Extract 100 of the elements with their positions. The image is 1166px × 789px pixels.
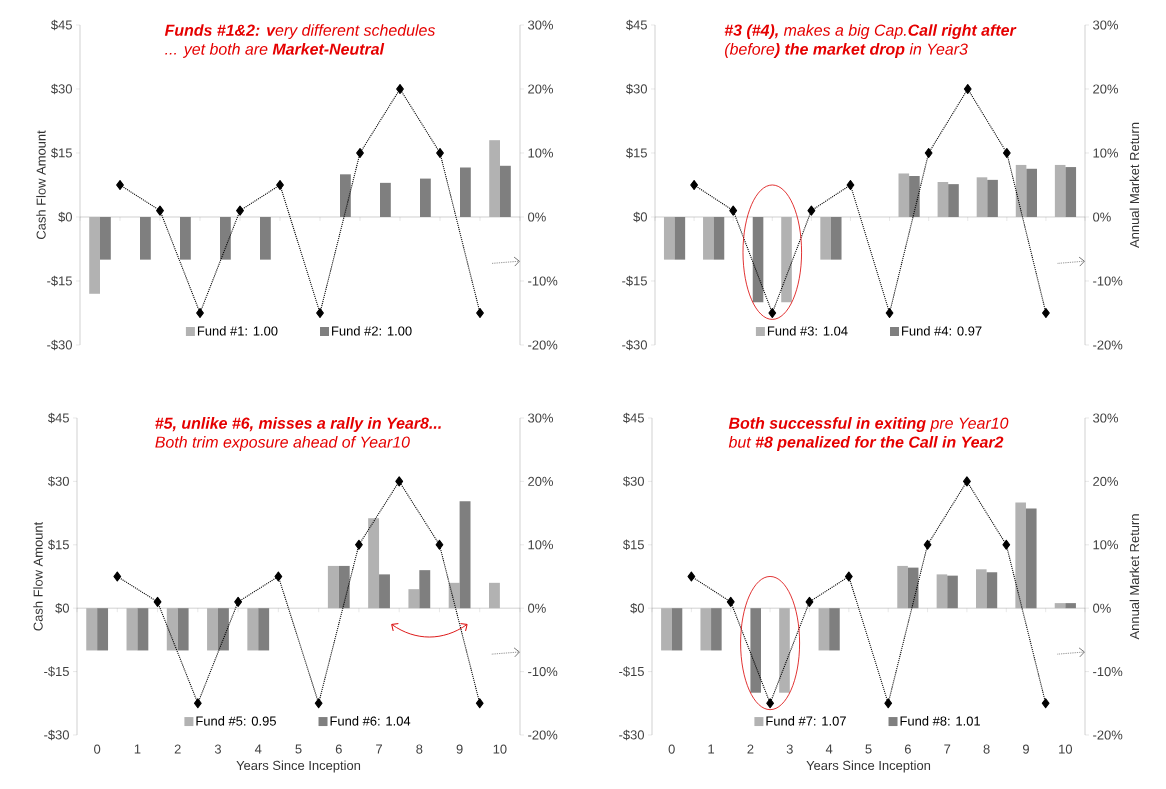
y2-tick-label: -10%	[528, 276, 558, 286]
point	[768, 307, 777, 319]
point	[355, 539, 363, 550]
y2-tick-label: 30%	[1093, 413, 1118, 423]
y2-tick-label: -20%	[528, 340, 558, 350]
x-tick-label: 4	[825, 744, 833, 754]
bar	[368, 518, 380, 609]
y-tick-label: $30	[626, 83, 647, 95]
x-tick-label: 5	[295, 744, 302, 754]
y2-tick-label: 20%	[528, 476, 553, 486]
bar	[700, 608, 712, 651]
y-tick-label: $45	[51, 19, 72, 31]
y-tick-label: -$15	[47, 275, 72, 287]
point	[113, 571, 122, 582]
y-tick-label: $0	[58, 211, 72, 223]
y-tick-label: $0	[630, 602, 644, 614]
x-tick-label: 6	[904, 744, 911, 754]
bar	[420, 178, 431, 217]
bar	[338, 565, 350, 609]
bar	[1054, 603, 1066, 609]
bar	[489, 140, 501, 217]
y2-tick-label: 0%	[1093, 603, 1111, 613]
point	[475, 698, 484, 709]
x-tick-label: 6	[335, 744, 342, 754]
point	[1041, 698, 1050, 709]
x-tick-label: 1	[134, 744, 141, 754]
point	[234, 596, 243, 607]
y-tick-label: $0	[633, 211, 647, 223]
bar	[500, 165, 511, 217]
point	[884, 698, 893, 709]
bar	[1026, 168, 1037, 217]
legend-label: Fund #8: 1.01	[900, 716, 980, 726]
bar	[779, 608, 790, 693]
bar	[976, 177, 988, 217]
text: ... yet both are Market-Neutral	[165, 43, 385, 58]
y-axis-title: Cash Flow Amount	[33, 521, 43, 631]
legend-label: Fund #4: 0.97	[902, 326, 982, 336]
point	[807, 205, 816, 216]
bar	[671, 608, 683, 651]
y-tick-label: -$15	[622, 275, 647, 287]
bar	[829, 608, 840, 651]
x-tick-label: 5	[865, 744, 872, 754]
y-tick-label: $15	[51, 147, 72, 159]
x-tick-label: 3	[786, 744, 793, 754]
bar	[217, 608, 229, 651]
bar	[86, 608, 98, 651]
bar	[100, 216, 111, 260]
bar	[488, 582, 500, 609]
bar	[220, 216, 231, 260]
y2-tick-label: 10%	[528, 148, 553, 158]
point	[1002, 147, 1011, 159]
x-tick-label: 0	[94, 744, 101, 754]
legend-label: Fund #3: 1.04	[767, 326, 848, 336]
y-tick-label: $30	[48, 476, 69, 487]
legend-label: Fund #1: 1.00	[197, 326, 278, 336]
point	[924, 147, 933, 159]
y2-tick-label: 0%	[528, 603, 546, 613]
point	[726, 596, 735, 607]
y2-tick-label: 10%	[528, 540, 553, 550]
bar	[936, 574, 948, 609]
legend-label: Fund #7: 1.07	[766, 716, 846, 726]
y2-tick-label: 0%	[528, 212, 546, 222]
bar	[177, 608, 189, 651]
bar	[711, 608, 722, 651]
bar	[126, 608, 138, 651]
x-tick-label: 9	[456, 744, 463, 754]
y-tick-label: $30	[623, 476, 644, 487]
x-tick-label: 2	[747, 744, 754, 754]
y2-axis-title: Annual Market Return	[1129, 514, 1140, 640]
point	[687, 571, 696, 582]
y2-tick-label: -10%	[1093, 276, 1123, 286]
y2-tick-label: 30%	[528, 20, 553, 30]
x-axis-title: Years Since Inception	[806, 760, 931, 773]
y2-tick-label: 0%	[1093, 212, 1111, 222]
x-tick-label: 3	[214, 744, 221, 754]
bar	[818, 608, 830, 651]
point	[690, 179, 699, 191]
bar	[380, 182, 391, 217]
bar	[166, 608, 178, 651]
y2-tick-label: 30%	[1093, 20, 1118, 30]
bar	[460, 167, 471, 217]
bar	[180, 216, 191, 260]
y2-axis-title: Annual Market Return	[1129, 122, 1140, 248]
bar	[340, 174, 351, 217]
y-tick-label: -$15	[44, 666, 69, 677]
text: (before) the market drop in Year3	[725, 43, 968, 58]
point	[805, 596, 814, 607]
point	[923, 539, 932, 550]
bar	[260, 216, 271, 260]
bar	[781, 216, 792, 303]
y2-tick-label: 10%	[1093, 540, 1118, 550]
point	[435, 539, 444, 550]
y-tick-label: -$30	[47, 339, 72, 351]
bar	[1054, 164, 1066, 217]
point	[193, 698, 202, 709]
y-tick-label: $45	[623, 412, 644, 424]
text: Both trim exposure ahead of Year10	[155, 436, 410, 451]
x-tick-label: 9	[1022, 744, 1029, 754]
bar	[137, 608, 149, 651]
bar	[379, 574, 390, 609]
